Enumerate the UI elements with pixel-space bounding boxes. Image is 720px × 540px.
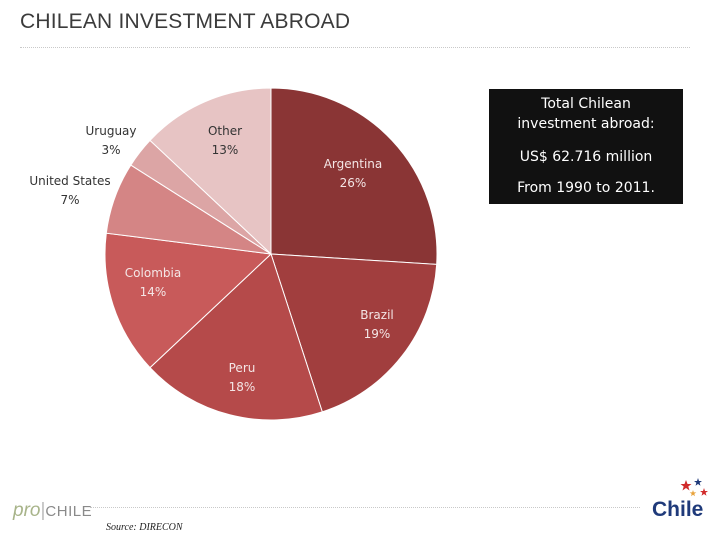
pie-slice-other [149, 87, 272, 256]
slice-label-argentina: Argentina [324, 157, 383, 171]
prochile-logo: pro|CHILE [13, 500, 92, 522]
slice-label-uruguay: Uruguay [86, 124, 137, 138]
slice-label-brazil: Brazil [360, 308, 394, 322]
chile-logo: Chile [652, 498, 704, 521]
logo-separator: | [40, 500, 46, 521]
infobox-total-amount: US$ 62.716 million [519, 149, 653, 165]
slice-label-united-states: United States [29, 174, 110, 188]
total-investment-box: Total Chilean investment abroad: US$ 62.… [489, 89, 683, 204]
infobox-period: From 1990 to 2011. [517, 180, 655, 196]
infobox-line-1: Total Chilean [541, 96, 631, 112]
footer-divider [90, 507, 640, 508]
source-note: Source: DIRECON [106, 522, 183, 533]
pie-slice-peru [149, 253, 323, 421]
pie-slice-argentina [270, 87, 438, 265]
logo-chile-text: CHILE [45, 503, 93, 520]
slice-label-colombia: Colombia [125, 266, 181, 280]
slice-value-united-states: 7% [60, 193, 79, 207]
pie-slice-brazil [270, 253, 438, 413]
slice-value-brazil: 19% [364, 327, 391, 341]
slice-label-other: Other [208, 124, 242, 138]
infobox-line-2: investment abroad: [517, 116, 655, 132]
title-divider [20, 47, 690, 48]
page-title: CHILEAN INVESTMENT ABROAD [20, 10, 351, 33]
slice-value-peru: 18% [229, 380, 256, 394]
slice-value-other: 13% [212, 143, 239, 157]
slice-value-colombia: 14% [140, 285, 167, 299]
slice-value-uruguay: 3% [101, 143, 120, 157]
slice-value-argentina: 26% [340, 176, 367, 190]
pie-slice-colombia [104, 232, 273, 369]
chile-brand-stars-icon [680, 478, 708, 497]
slice-label-peru: Peru [229, 361, 256, 375]
logo-pro-text: pro [13, 500, 41, 521]
